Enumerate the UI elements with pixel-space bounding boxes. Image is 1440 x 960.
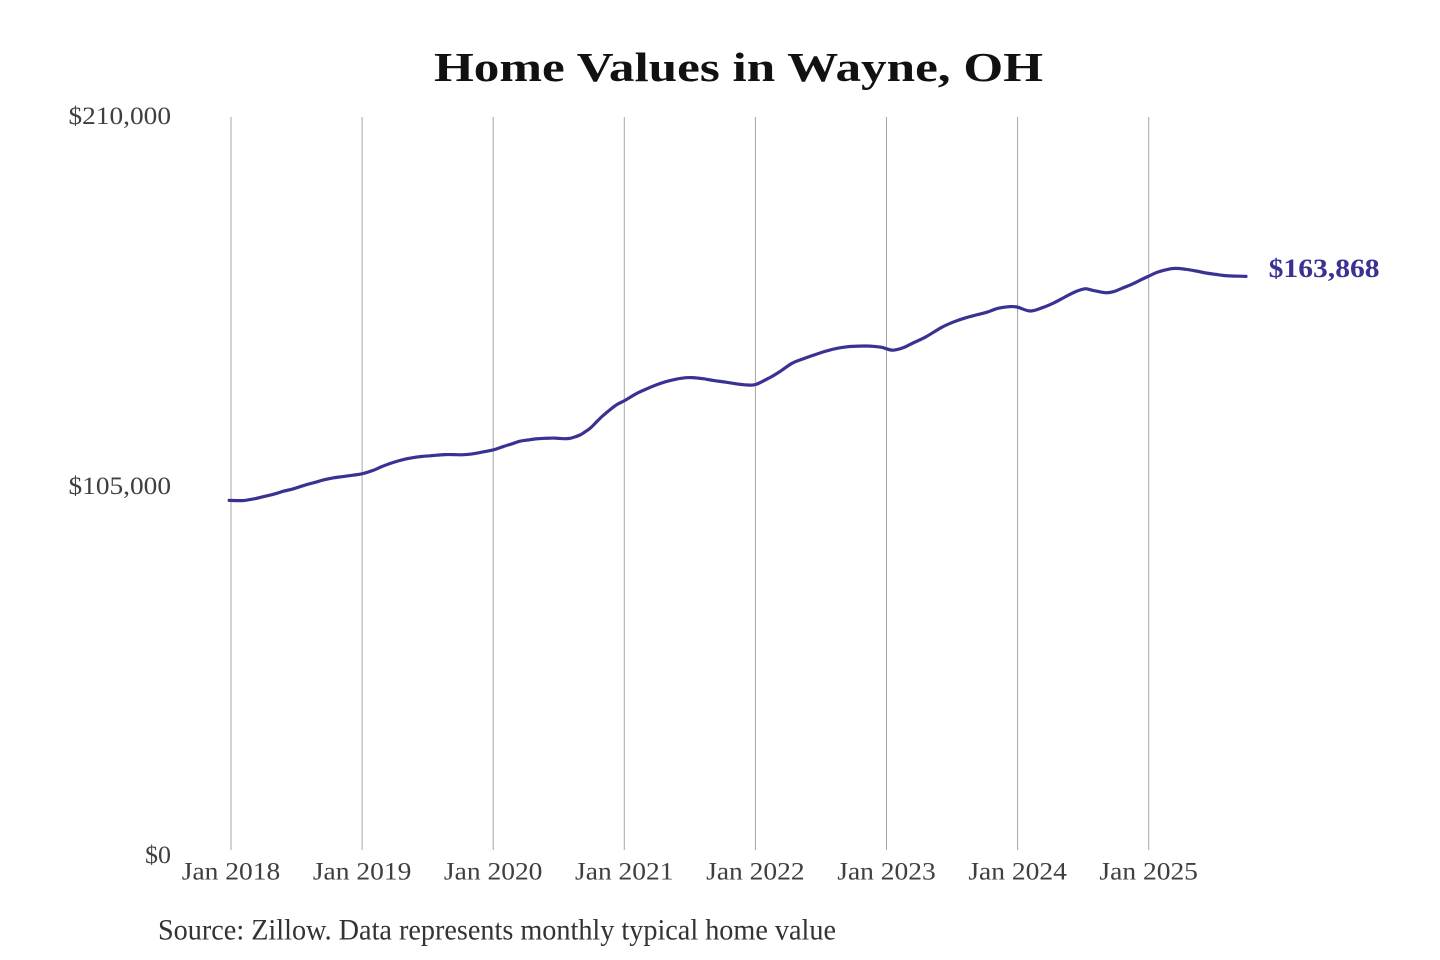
- svg-text:$105,000: $105,000: [69, 471, 172, 500]
- svg-text:$163,868: $163,868: [1269, 253, 1380, 283]
- svg-text:Jan 2024: Jan 2024: [968, 857, 1067, 886]
- svg-text:Home Values in Wayne, OH: Home Values in Wayne, OH: [434, 44, 1043, 90]
- svg-text:$0: $0: [145, 840, 171, 869]
- svg-text:Jan 2018: Jan 2018: [182, 857, 281, 886]
- svg-text:Jan 2021: Jan 2021: [575, 857, 674, 886]
- svg-text:Source: Zillow. Data represent: Source: Zillow. Data represents monthly …: [158, 915, 836, 947]
- svg-text:Jan 2019: Jan 2019: [313, 857, 412, 886]
- svg-text:Jan 2022: Jan 2022: [706, 857, 805, 886]
- svg-text:Jan 2020: Jan 2020: [444, 857, 543, 886]
- svg-text:$210,000: $210,000: [69, 101, 172, 130]
- svg-text:Jan 2023: Jan 2023: [837, 857, 936, 886]
- svg-text:Jan 2025: Jan 2025: [1099, 857, 1198, 886]
